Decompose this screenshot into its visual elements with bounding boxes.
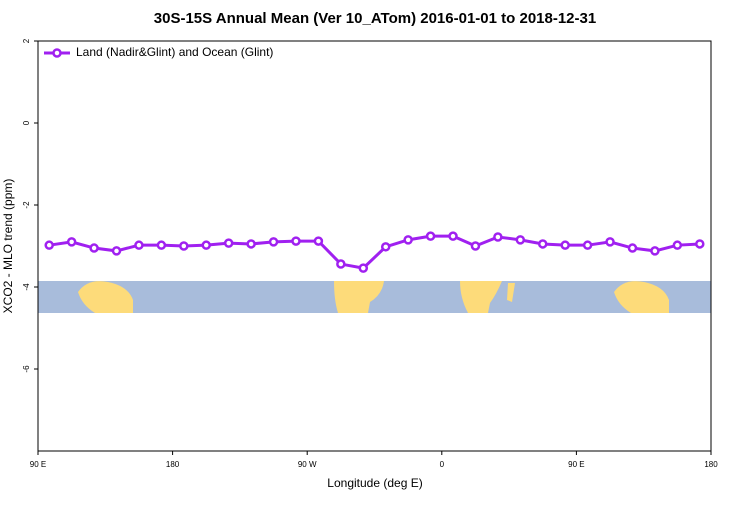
y-axis-label: XCO2 - MLO trend (ppm) xyxy=(1,179,15,314)
data-point xyxy=(179,241,189,251)
data-point xyxy=(291,236,301,246)
data-point xyxy=(89,243,99,253)
data-point xyxy=(560,240,570,250)
data-point xyxy=(515,235,526,245)
x-tick-label: 0 xyxy=(440,460,445,469)
data-point xyxy=(582,240,593,250)
chart-title: 30S-15S Annual Mean (Ver 10_ATom) 2016-0… xyxy=(154,10,596,27)
data-point xyxy=(403,235,413,245)
x-tick-label: 180 xyxy=(704,460,718,469)
data-point xyxy=(493,232,503,242)
x-tick-label: 90 W xyxy=(298,460,317,469)
data-point xyxy=(470,241,481,251)
data-point xyxy=(627,243,638,253)
map-strip xyxy=(38,281,711,313)
y-tick-label: -4 xyxy=(22,283,31,291)
y-tick-label: -6 xyxy=(22,365,31,373)
data-point xyxy=(605,237,615,247)
data-point xyxy=(223,238,234,248)
x-tick-label: 90 E xyxy=(30,460,46,469)
plot-frame xyxy=(37,40,712,452)
x-tick-label: 180 xyxy=(166,460,180,469)
y-tick-label: 0 xyxy=(22,120,31,125)
data-point xyxy=(695,239,705,249)
data-point xyxy=(448,231,458,241)
data-point xyxy=(538,239,548,249)
data-point xyxy=(358,263,369,273)
y-tick-label: -2 xyxy=(22,201,31,209)
legend-label: Land (Nadir&Glint) and Ocean (Glint) xyxy=(76,45,273,59)
data-point xyxy=(44,240,54,250)
data-point xyxy=(246,239,256,249)
data-point xyxy=(380,242,391,252)
data-point xyxy=(336,259,346,269)
data-point xyxy=(672,240,683,250)
data-point xyxy=(650,246,660,256)
data-point xyxy=(111,246,122,256)
data-point xyxy=(201,240,211,250)
data-point xyxy=(268,237,279,247)
data-point xyxy=(134,240,144,250)
y-tick-label: 2 xyxy=(22,38,31,43)
legend-marker xyxy=(52,48,62,58)
series-line xyxy=(48,234,700,270)
data-point xyxy=(156,240,167,250)
x-axis-label: Longitude (deg E) xyxy=(327,476,422,490)
data-point xyxy=(313,236,324,246)
data-point xyxy=(425,231,436,241)
x-tick-label: 90 E xyxy=(568,460,584,469)
data-point xyxy=(66,237,77,247)
